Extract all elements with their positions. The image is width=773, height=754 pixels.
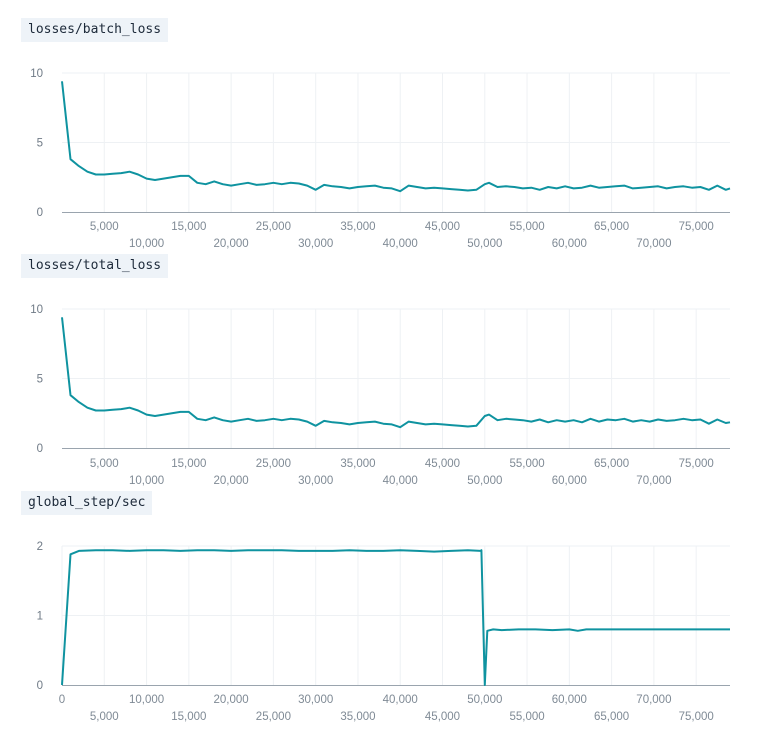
x-tick-label: 70,000 — [636, 475, 671, 487]
x-tick-label: 75,000 — [679, 221, 714, 233]
x-tick-label: 50,000 — [467, 238, 502, 250]
x-tick-label: 25,000 — [256, 221, 291, 233]
y-tick-label: 1 — [37, 611, 43, 623]
chart-title: losses/total_loss — [21, 254, 169, 278]
x-tick-label: 5,000 — [90, 711, 119, 723]
x-tick-label: 20,000 — [214, 238, 249, 250]
x-tick-label: 15,000 — [171, 711, 206, 723]
panel-batch-loss: losses/batch_loss 0 5 10 5,000 15,000 25,000 3… — [0, 18, 773, 250]
x-tick-label: 25,000 — [256, 711, 291, 723]
x-tick-label: 50,000 — [467, 475, 502, 487]
x-tick-label: 20,000 — [214, 475, 249, 487]
x-tick-label: 60,000 — [552, 475, 587, 487]
x-tick-label: 30,000 — [298, 238, 333, 250]
x-tick-label: 35,000 — [340, 711, 375, 723]
x-tick-label: 10,000 — [129, 475, 164, 487]
y-tick-label: 0 — [37, 443, 43, 455]
panel-global-step: global_step/sec 0 1 2 0 10,000 20,000 30,000 40… — [0, 491, 773, 727]
x-tick-label: 45,000 — [425, 221, 460, 233]
x-tick-label: 40,000 — [383, 694, 418, 706]
x-tick-label: 35,000 — [340, 458, 375, 470]
x-tick-label: 70,000 — [636, 238, 671, 250]
line-chart: 0 5 10 5,000 15,000 25,000 35,000 45,000 55,000 6… — [30, 68, 731, 250]
x-tick-label: 70,000 — [636, 694, 671, 706]
series-line — [61, 317, 731, 429]
x-tick-label: 20,000 — [214, 694, 249, 706]
x-tick-label: 55,000 — [509, 458, 544, 470]
x-tick-label: 60,000 — [552, 694, 587, 706]
x-tick-label: 15,000 — [171, 221, 206, 233]
x-tick-label: 55,000 — [509, 221, 544, 233]
series-line — [61, 549, 730, 686]
line-chart: 0 5 10 5,000 15,000 25,000 35,000 45,000 55,000 6… — [30, 304, 731, 487]
y-tick-label: 5 — [37, 138, 43, 150]
x-tick-label: 75,000 — [679, 711, 714, 723]
x-tick-label: 25,000 — [256, 458, 291, 470]
x-tick-label: 65,000 — [594, 458, 629, 470]
y-tick-label: 10 — [30, 68, 43, 80]
x-tick-label: 65,000 — [594, 221, 629, 233]
x-tick-label: 5,000 — [90, 458, 119, 470]
chart-title: losses/batch_loss — [21, 18, 169, 42]
x-tick-label: 50,000 — [467, 694, 502, 706]
series-line — [61, 81, 731, 193]
x-tick-label: 15,000 — [171, 458, 206, 470]
x-tick-label: 0 — [59, 694, 65, 706]
x-tick-label: 30,000 — [298, 694, 333, 706]
x-tick-label: 10,000 — [129, 238, 164, 250]
chart-title: global_step/sec — [21, 491, 153, 515]
y-tick-label: 2 — [37, 541, 43, 553]
y-tick-label: 0 — [37, 207, 43, 219]
x-tick-label: 60,000 — [552, 238, 587, 250]
x-tick-label: 45,000 — [425, 711, 460, 723]
x-tick-label: 40,000 — [383, 238, 418, 250]
x-tick-label: 65,000 — [594, 711, 629, 723]
y-tick-label: 10 — [30, 304, 43, 316]
x-tick-label: 75,000 — [679, 458, 714, 470]
x-tick-label: 30,000 — [298, 475, 333, 487]
x-tick-label: 5,000 — [90, 221, 119, 233]
x-tick-label: 45,000 — [425, 458, 460, 470]
line-chart: 0 1 2 0 10,000 20,000 30,000 40,000 50,000 60,000… — [37, 541, 730, 723]
x-tick-label: 10,000 — [129, 694, 164, 706]
x-tick-label: 55,000 — [509, 711, 544, 723]
panel-total-loss: losses/total_loss 0 5 10 5,000 15,000 25,000 3… — [0, 254, 773, 487]
x-tick-label: 35,000 — [340, 221, 375, 233]
y-tick-label: 5 — [37, 374, 43, 386]
y-tick-label: 0 — [37, 680, 43, 692]
x-tick-label: 40,000 — [383, 475, 418, 487]
